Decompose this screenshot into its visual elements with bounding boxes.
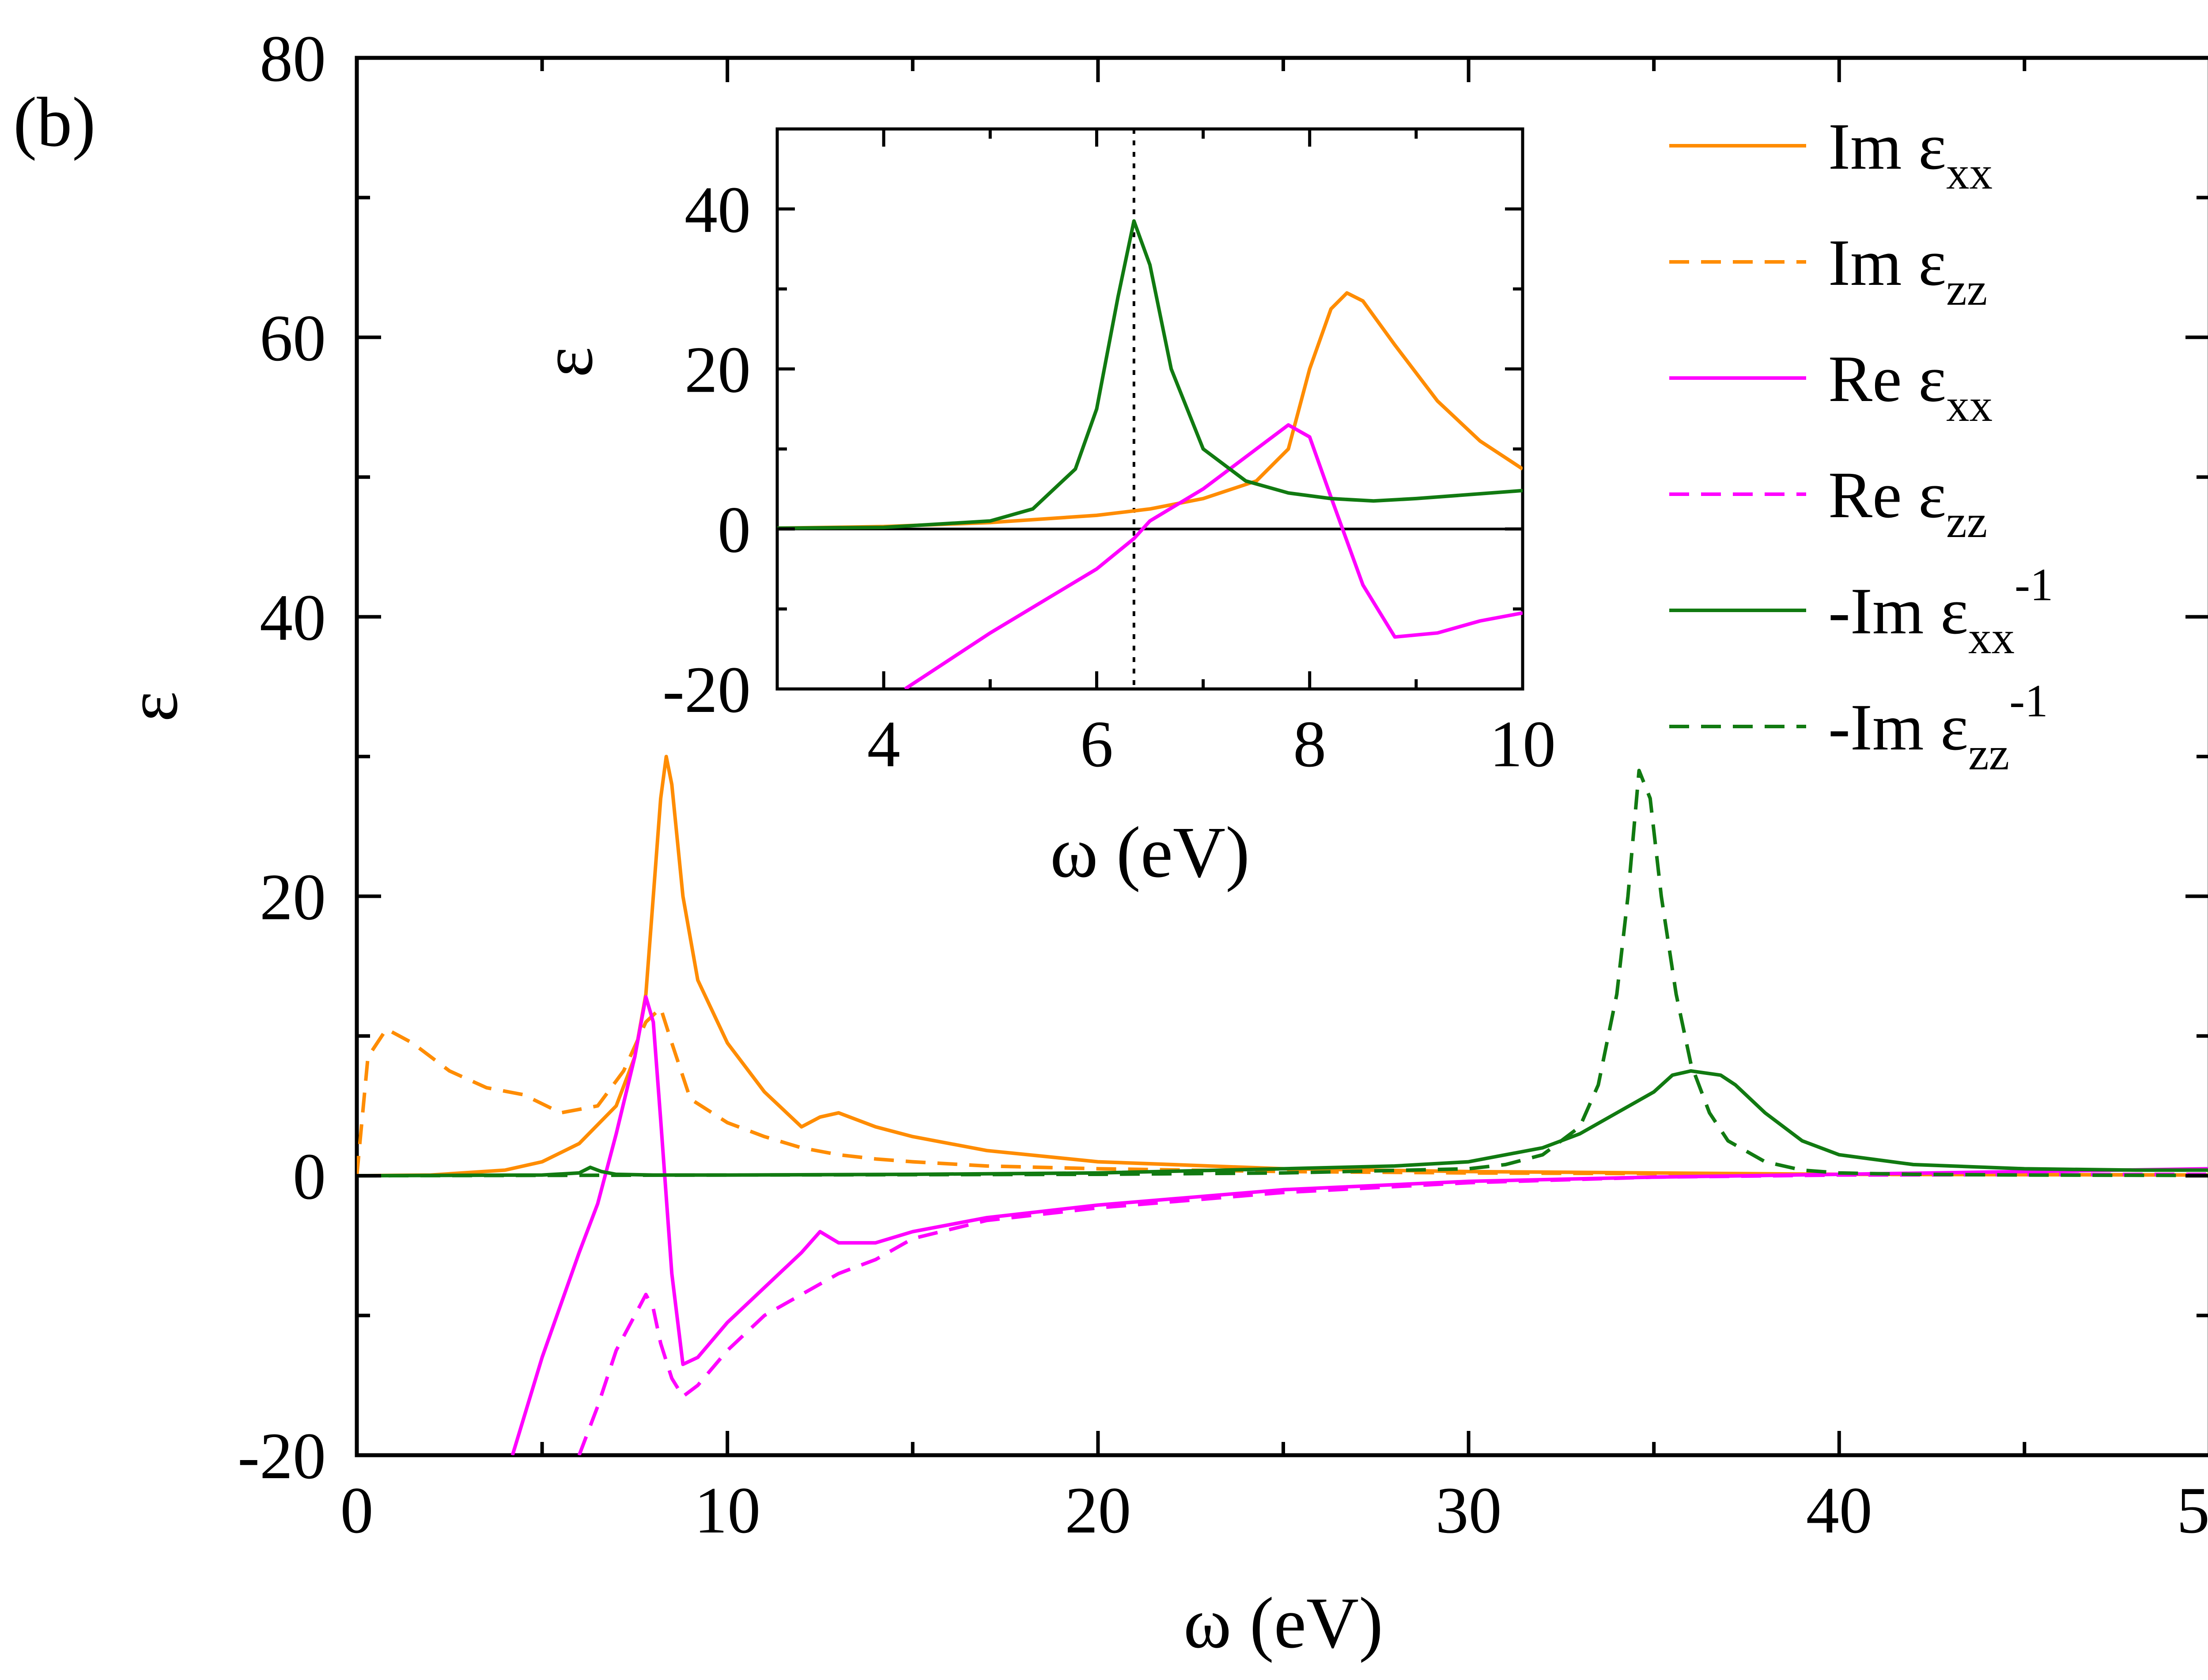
inset-y-axis-label: ε [527,347,608,377]
legend-label-base: Im ε [1828,226,1946,299]
inset-series-im-xx-1 [777,219,1523,530]
inset-series-re-xx [904,423,1523,689]
legend-item-4: -Im εxx-1 [1669,559,2053,663]
legend-item-5: -Im εzz-1 [1669,675,2048,779]
legend-label-1: Im εzz [1828,226,1987,315]
legend-item-2: Re εxx [1669,342,1992,431]
main-y-tick-label: 80 [260,22,326,95]
main-x-tick-label: 40 [1806,1474,1872,1547]
main-x-tick-label: 10 [694,1474,760,1547]
legend-label-2: Re εxx [1828,342,1992,431]
inset-x-tick-label: 10 [1490,708,1556,781]
legend-item-0: Im εxx [1669,110,1992,199]
main-series-im-xx [357,755,2208,1178]
legend-label-subscript: zz [1968,728,2009,779]
inset-x-tick-label: 8 [1293,708,1326,781]
legend-item-1: Im εzz [1669,226,1987,315]
legend-label-base: -Im ε [1828,575,1968,648]
inset-chart: 4 6 8 10 -20 0 20 40 ω (eV) ε [527,127,1556,893]
legend-label-5: -Im εzz-1 [1828,675,2048,779]
legend-label-base: Re ε [1828,342,1946,416]
main-y-tick-label: 40 [260,581,326,655]
main-series-re-xx [510,995,2208,1455]
main-series-im-xx-1 [357,1069,2208,1178]
main-x-axis-label: ω (eV) [1183,1582,1383,1663]
inset-y-tick-label: -20 [662,653,751,726]
main-x-tick-label: 50 [2177,1474,2208,1547]
main-x-tick-label: 20 [1065,1474,1131,1547]
legend-label-subscript: xx [1946,379,1992,431]
main-x-tick-label: 30 [1436,1474,1502,1547]
inset-x-tick-label: 6 [1080,708,1113,781]
legend-label-4: -Im εxx-1 [1828,559,2053,663]
main-y-tick-label: 20 [260,860,326,934]
inset-y-tick-label: 20 [684,333,751,406]
legend-label-base: Im ε [1828,110,1946,183]
legend-label-subscript: xx [1946,147,1992,199]
legend-label-subscript: zz [1946,496,1987,547]
main-series-im-zz [357,1006,2208,1177]
panel-label: (b) [13,83,96,161]
legend-label-subscript: xx [1968,612,2015,663]
legend-label-3: Re εzz [1828,458,1987,547]
legend-item-3: Re εzz [1669,458,1987,547]
legend-label-superscript: -1 [2009,675,2048,726]
main-y-axis-label: ε [112,691,193,722]
inset-y-tick-label: 40 [684,173,751,246]
inset-series-im-xx [777,291,1523,530]
legend-label-base: -Im ε [1828,691,1968,764]
main-y-tick-label: 60 [260,302,326,375]
legend-label-base: Re ε [1828,458,1946,532]
main-x-tick-label: 0 [340,1474,374,1547]
main-y-tick-label: -20 [238,1419,326,1493]
inset-y-tick-label: 0 [718,493,751,567]
inset-plot-area [775,127,1524,691]
legend-label-subscript: zz [1946,263,1987,315]
legend-label-superscript: -1 [2015,559,2053,610]
inset-x-tick-label: 4 [867,708,900,781]
main-series-im-zz-1 [357,768,2208,1178]
legend-label-0: Im εxx [1828,110,1992,199]
main-y-tick-label: 0 [293,1140,326,1213]
inset-x-axis-label: ω (eV) [1050,812,1250,893]
main-series-re-zz [577,1173,2208,1455]
